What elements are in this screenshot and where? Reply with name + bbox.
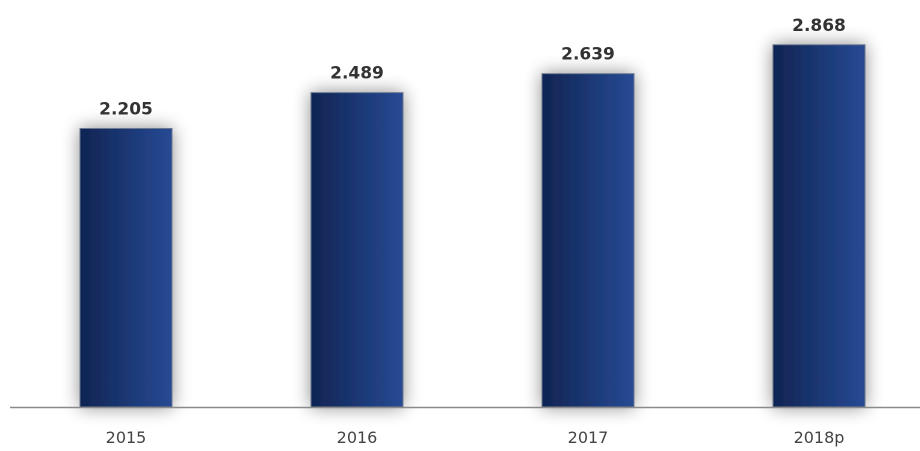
x-tick-label-2017: 2017 (568, 428, 609, 447)
data-label-2016: 2.489 (330, 64, 384, 84)
data-label-2017: 2.639 (561, 45, 615, 65)
data-label-2015: 2.205 (99, 99, 153, 119)
x-tick-label-2018p: 2018p (794, 428, 845, 447)
x-tick-label-2016: 2016 (337, 428, 378, 447)
x-axis-ticks: 2015 2016 2017 2018p (106, 428, 845, 447)
bar-2015 (79, 127, 173, 408)
x-tick-label-2015: 2015 (106, 428, 147, 447)
labels-layer: 2.205 2.489 2.639 2.868 (99, 16, 846, 120)
bar-2018p (772, 44, 866, 408)
bars-layer (79, 44, 866, 408)
bar-2016 (310, 92, 404, 408)
bar-2017 (541, 73, 635, 408)
data-label-2018p: 2.868 (792, 16, 846, 36)
